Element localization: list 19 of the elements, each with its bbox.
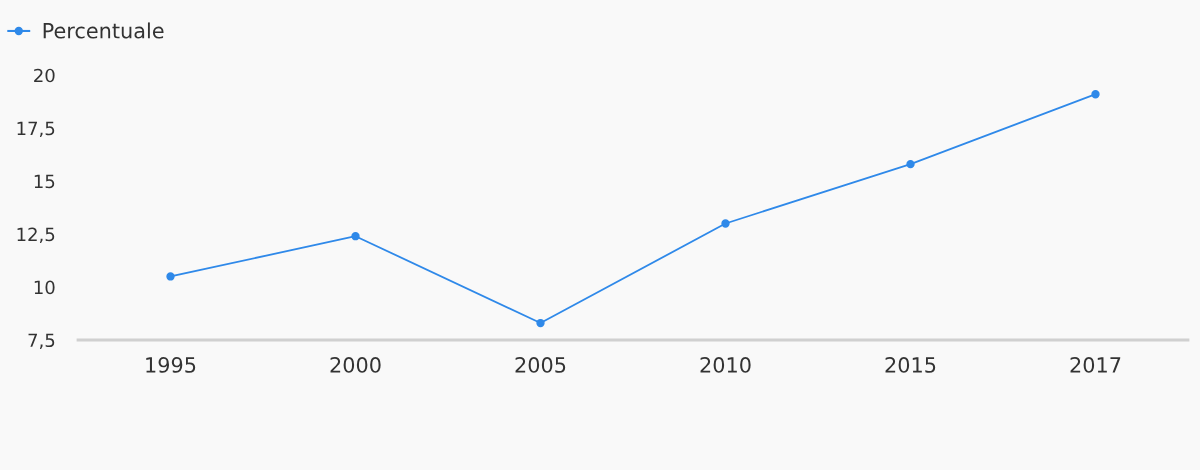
legend-label: Percentuale (43, 22, 164, 39)
x-tick-label: 2010 (700, 357, 751, 373)
point (1091, 90, 1100, 99)
y-tick-label: 12,5 (17, 227, 55, 244)
x-tick-label: 2000 (330, 357, 381, 373)
x-tick-label: 2005 (515, 357, 566, 373)
y-tick-label: 7,5 (28, 333, 55, 349)
point (536, 318, 545, 328)
point (906, 160, 915, 169)
y-tick-label: 20 (34, 68, 55, 83)
y-tick-label: 17,5 (17, 121, 55, 138)
x-tick-label: 2017 (1070, 357, 1121, 373)
x-tick-label: 1995 (146, 357, 196, 373)
x-tick-label: 2015 (885, 357, 936, 373)
y-tick-label: 15 (34, 174, 55, 189)
point (166, 272, 175, 281)
point (351, 232, 360, 241)
y-tick-label: 10 (34, 280, 55, 295)
point (721, 219, 730, 228)
